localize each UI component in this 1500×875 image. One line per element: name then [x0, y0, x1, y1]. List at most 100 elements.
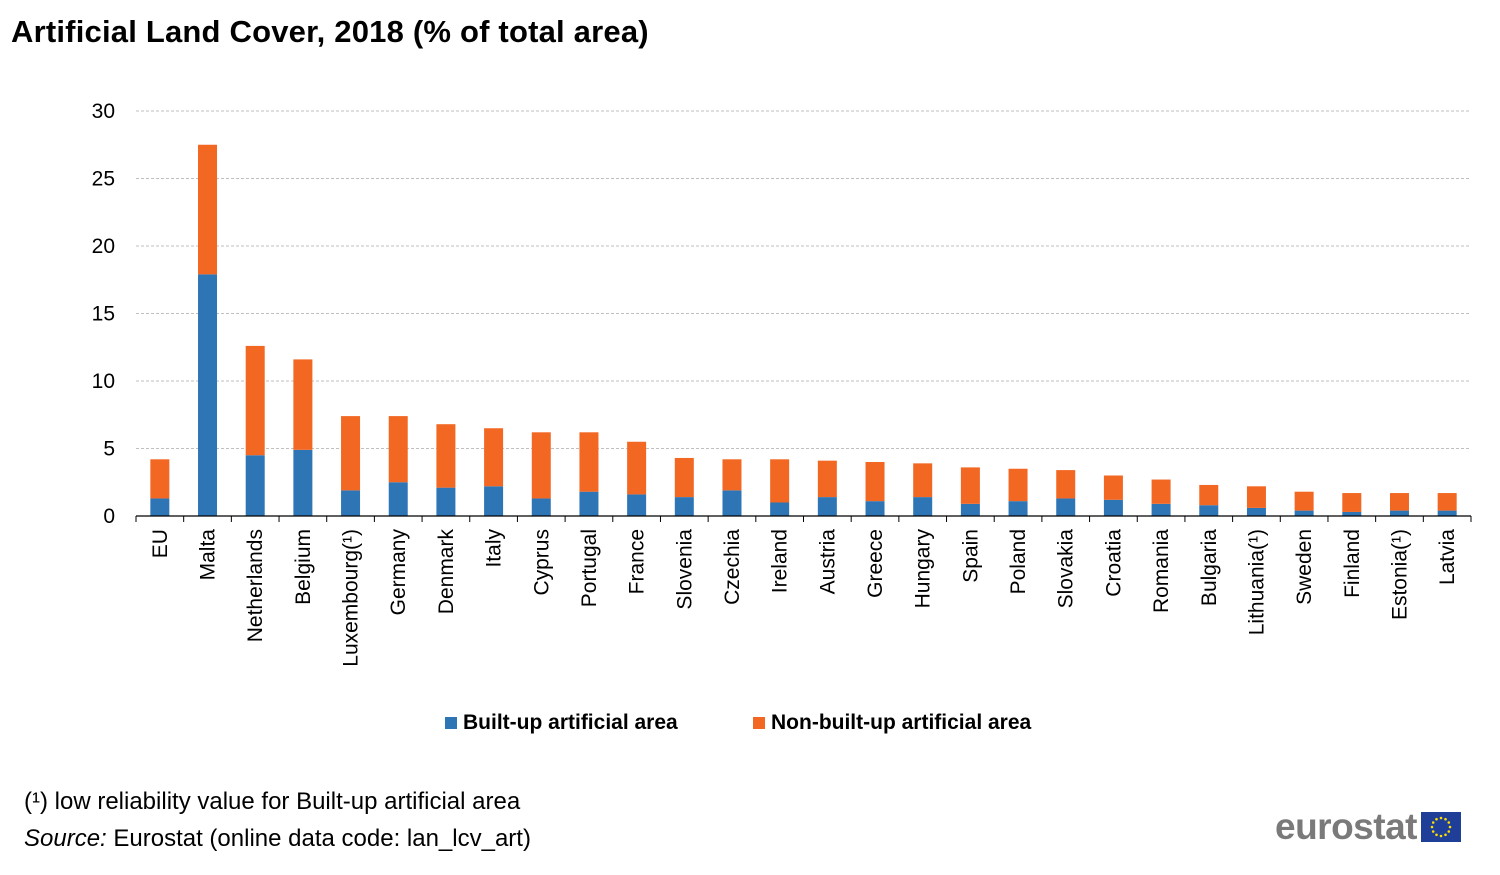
bar-built-up — [198, 274, 218, 516]
flag-star — [1435, 832, 1438, 836]
x-tick-label: Austria — [816, 529, 839, 595]
x-tick-label: Czechia — [721, 529, 744, 605]
x-tick-label: Poland — [1007, 529, 1030, 594]
x-tick-label: Lithuania(¹) — [1245, 529, 1268, 635]
bar-non-built-up — [341, 416, 361, 491]
bar-non-built-up — [1008, 468, 1028, 502]
bar-built-up — [913, 497, 933, 516]
x-tick-label: EU — [149, 529, 172, 558]
bar-non-built-up — [865, 462, 885, 502]
bar-non-built-up — [388, 416, 408, 483]
legend-label-non-built-up: Non-built-up artificial area — [771, 711, 1032, 734]
bar-non-built-up — [1246, 486, 1266, 508]
legend-label-built-up: Built-up artificial area — [463, 711, 678, 734]
bar-non-built-up — [1151, 479, 1171, 504]
bar-built-up — [722, 490, 742, 516]
x-tick-label: Slovenia — [673, 529, 696, 610]
chart-title: Artificial Land Cover, 2018 (% of total … — [11, 14, 649, 49]
bar-non-built-up — [198, 144, 218, 275]
x-tick-label: Italy — [483, 529, 506, 568]
bar-built-up — [1246, 507, 1266, 516]
bar-built-up — [1056, 498, 1076, 516]
bar-built-up — [817, 497, 837, 516]
bar-built-up — [770, 502, 790, 516]
bar-built-up — [1294, 510, 1314, 516]
bar-non-built-up — [627, 441, 647, 495]
bar-non-built-up — [722, 459, 742, 491]
flag-star — [1444, 817, 1447, 821]
bar-built-up — [1437, 510, 1457, 516]
flag-field — [1420, 811, 1461, 842]
source-label: Source: — [24, 825, 107, 852]
y-tick-label: 5 — [103, 438, 115, 461]
bar-non-built-up — [245, 345, 265, 456]
bar-non-built-up — [817, 460, 837, 498]
bar-non-built-up — [1437, 493, 1457, 511]
x-tick-label: Sweden — [1293, 529, 1316, 605]
x-tick-label: Germany — [387, 529, 410, 616]
bar-built-up — [436, 487, 456, 516]
bar-built-up — [960, 503, 980, 516]
x-tick-label: Romania — [1150, 529, 1173, 613]
bar-non-built-up — [1103, 475, 1123, 500]
bar-built-up — [1199, 505, 1219, 516]
flag-star — [1431, 829, 1435, 833]
bar-non-built-up — [960, 467, 980, 504]
bar-built-up — [1103, 499, 1123, 516]
y-tick-label: 30 — [92, 100, 115, 123]
x-tick-label: France — [626, 529, 649, 594]
bar-non-built-up — [293, 359, 313, 450]
x-tick-label: Netherlands — [244, 529, 267, 642]
y-tick-label: 10 — [92, 370, 115, 393]
bar-built-up — [245, 455, 265, 516]
source-text: Eurostat (online data code: lan_lcv_art) — [106, 825, 531, 852]
bar-built-up — [531, 498, 551, 516]
bar-non-built-up — [1389, 493, 1409, 511]
x-tick-label: Croatia — [1102, 529, 1125, 597]
x-tick-label: Greece — [864, 529, 887, 598]
bar-non-built-up — [579, 432, 599, 492]
x-tick-label: Denmark — [435, 529, 458, 615]
x-tick-label: Bulgaria — [1198, 529, 1221, 606]
bar-non-built-up — [436, 424, 456, 488]
flag-star — [1444, 832, 1447, 836]
y-tick-label: 15 — [92, 303, 115, 326]
bar-built-up — [1151, 503, 1171, 516]
x-tick-label: Portugal — [578, 529, 601, 607]
eu-flag-icon — [1420, 811, 1461, 842]
flag-star — [1435, 817, 1438, 821]
x-tick-label: Luxembourg(¹) — [340, 529, 363, 667]
y-tick-label: 20 — [92, 235, 115, 258]
flag-star — [1439, 834, 1443, 837]
bar-built-up — [1342, 511, 1362, 516]
bar-non-built-up — [1056, 470, 1076, 499]
chart-plot: 0 5 10 15 20 25 30 EU Malta Netherlands Belgium Lux… — [92, 100, 1472, 667]
x-tick-label: Latvia — [1436, 529, 1459, 585]
x-tick-label: Malta — [197, 529, 220, 581]
x-tick-label: Belgium — [292, 529, 315, 605]
flag-star — [1447, 829, 1451, 833]
bar-non-built-up — [770, 459, 790, 503]
legend-swatch-built-up — [445, 717, 457, 729]
flag-star — [1430, 825, 1434, 828]
bar-built-up — [627, 494, 647, 516]
bar-non-built-up — [150, 459, 170, 499]
bar-built-up — [341, 490, 361, 516]
x-tick-label: Ireland — [769, 529, 792, 593]
x-tick-label: Finland — [1341, 529, 1364, 598]
bar-built-up — [1008, 501, 1028, 516]
bar-non-built-up — [1294, 491, 1314, 511]
legend-swatch-non-built-up — [753, 717, 765, 729]
legend-item-non-built-up: Non-built-up artificial area — [753, 711, 1031, 735]
bar-non-built-up — [484, 428, 504, 487]
bar-built-up — [484, 486, 504, 516]
bar-built-up — [150, 498, 170, 516]
footnote: (¹) low reliability value for Built-up a… — [24, 788, 521, 815]
flag-star — [1448, 825, 1452, 828]
bar-non-built-up — [1342, 493, 1362, 512]
y-tick-label: 25 — [92, 168, 115, 191]
x-tick-label: Hungary — [912, 529, 935, 609]
bar-built-up — [579, 491, 599, 516]
flag-star — [1431, 820, 1435, 824]
bar-built-up — [388, 482, 408, 516]
